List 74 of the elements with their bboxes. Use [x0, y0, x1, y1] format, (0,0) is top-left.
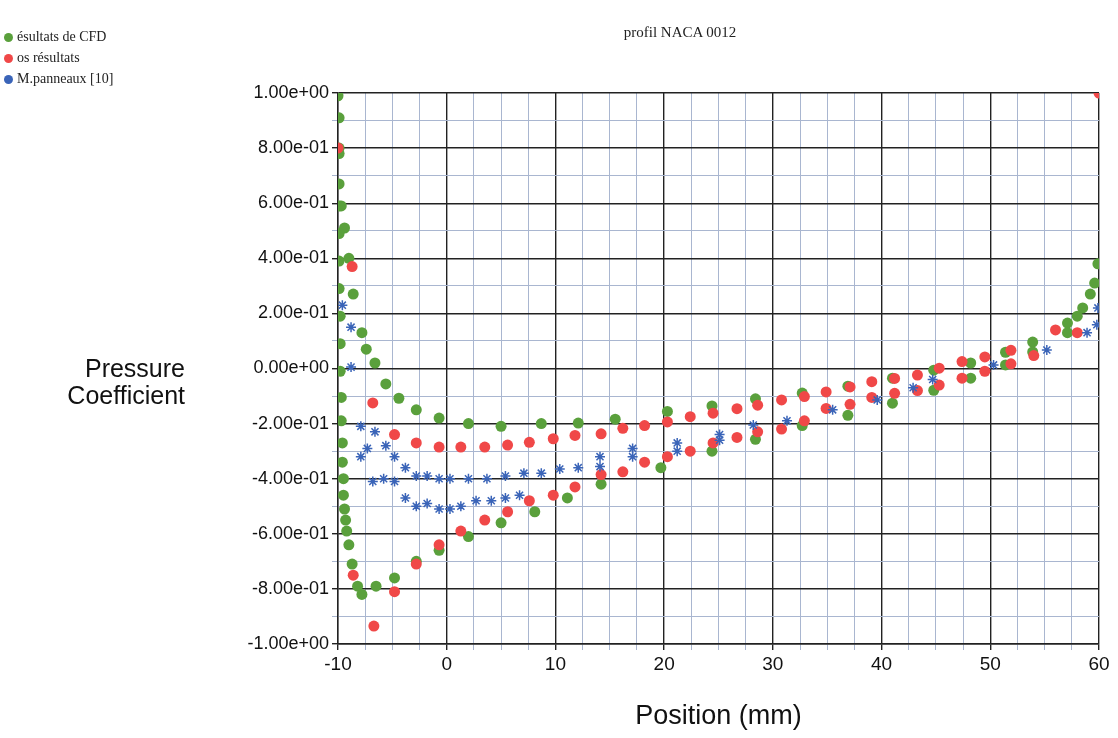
- point: [871, 394, 883, 406]
- point: [626, 450, 639, 463]
- point: [421, 497, 433, 510]
- point: [1081, 326, 1093, 339]
- point: [345, 321, 357, 333]
- chart-title: profil NACA 0012: [622, 24, 738, 41]
- x-axis-title: Position (mm): [634, 700, 803, 731]
- point: [399, 492, 412, 504]
- point: [499, 470, 512, 482]
- x-tick-label: 60: [1088, 652, 1110, 674]
- point: [572, 461, 585, 474]
- y-tick-label: -8.00e-01: [251, 577, 329, 598]
- point: [1041, 344, 1053, 356]
- point: [826, 404, 839, 416]
- point: [367, 475, 379, 488]
- y-tick-label: 2.00e-01: [257, 302, 329, 323]
- point: [470, 494, 482, 507]
- point: [594, 460, 606, 473]
- legend-label: os résultats: [16, 49, 81, 67]
- point: [594, 450, 606, 463]
- y-tick-label: 1.00e+00: [253, 81, 329, 102]
- point: [421, 470, 433, 482]
- legend-label: ésultats de CFD: [16, 28, 108, 46]
- point: [747, 419, 760, 431]
- point: [499, 492, 512, 504]
- x-tick-label: 30: [762, 652, 784, 674]
- y-tick-label: 0.00e+00: [253, 357, 329, 378]
- point: [388, 450, 401, 463]
- x-tick-label: 50: [979, 652, 1001, 674]
- legend-label: M.panneaux [10]: [16, 70, 114, 88]
- point: [554, 463, 566, 475]
- x-tick-label: 40: [871, 652, 893, 674]
- point: [455, 500, 467, 512]
- point: [671, 445, 683, 457]
- y-tick-label: -6.00e-01: [251, 522, 329, 543]
- point: [518, 467, 530, 479]
- point: [513, 489, 526, 501]
- point: [399, 461, 412, 474]
- x-tick-label: -10: [324, 652, 352, 674]
- point: [481, 472, 493, 485]
- point: [907, 382, 919, 394]
- point: [781, 415, 793, 427]
- point: [485, 494, 498, 507]
- point: [410, 470, 423, 482]
- point: [338, 299, 349, 311]
- x-tick-label: 10: [544, 652, 566, 674]
- point: [671, 437, 683, 449]
- point: [369, 426, 381, 438]
- point: [433, 503, 445, 515]
- y-tick-label: 6.00e-01: [257, 192, 329, 213]
- point: [377, 472, 390, 485]
- point: [433, 472, 445, 485]
- x-tick-label: 0: [441, 652, 452, 674]
- y-tick-label: -1.00e+00: [247, 632, 329, 653]
- point: [987, 359, 1000, 371]
- point: [444, 503, 456, 515]
- point: [410, 500, 423, 512]
- point: [535, 467, 548, 479]
- point: [626, 442, 639, 455]
- point: [462, 472, 475, 485]
- point: [444, 472, 456, 485]
- y-tick-label: 8.00e-01: [257, 137, 329, 158]
- point: [388, 475, 401, 488]
- point: [926, 373, 939, 386]
- x-tick-label: 20: [653, 652, 675, 674]
- y-tick-label: -4.00e-01: [251, 467, 329, 488]
- point: [345, 361, 357, 373]
- y-tick-label: -2.00e-01: [251, 412, 329, 433]
- point: [361, 442, 374, 455]
- y-tick-label: 4.00e-01: [257, 247, 329, 268]
- point: [355, 420, 367, 433]
- point: [380, 439, 392, 452]
- y-axis-title: Pressure Coefficient: [66, 354, 185, 409]
- point: [355, 450, 367, 463]
